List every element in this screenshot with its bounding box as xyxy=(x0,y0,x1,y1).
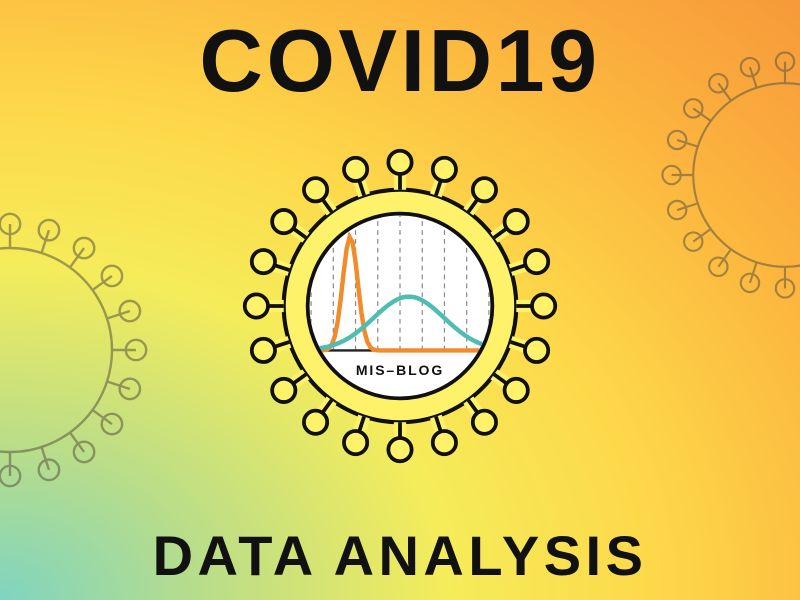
curve-uncontrolled xyxy=(311,237,489,350)
virus-main: MIS–BLOG xyxy=(229,135,571,477)
virus-spikes xyxy=(245,151,556,462)
virus-outline-left xyxy=(0,200,160,500)
virus-body xyxy=(284,190,517,423)
chart-label: MIS–BLOG xyxy=(356,362,444,378)
chart-grid xyxy=(311,203,489,350)
curve-mitigated xyxy=(311,297,489,350)
subtitle-text: DATA ANALYSIS xyxy=(0,523,800,588)
chart-background xyxy=(308,214,493,399)
infographic-canvas: COVID19 MIS–BLOG DATA ANALYSIS xyxy=(0,0,800,600)
chart-area: MIS–BLOG xyxy=(304,203,496,378)
title-text: COVID19 xyxy=(0,10,800,112)
